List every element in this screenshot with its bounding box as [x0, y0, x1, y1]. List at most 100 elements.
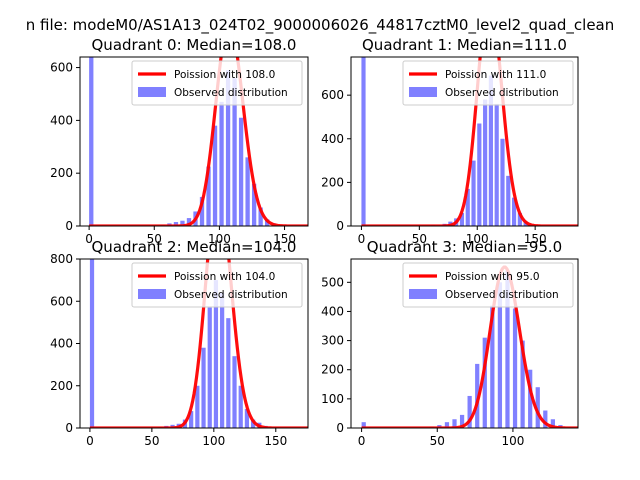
y-tick-label: 600 [50, 294, 73, 308]
x-tick-label: 100 [202, 434, 225, 448]
y-tick-label: 200 [50, 166, 73, 180]
legend-label-poisson: Poission with 95.0 [445, 271, 540, 283]
legend-label-poisson: Poission with 104.0 [174, 271, 275, 283]
x-tick-label: 0 [358, 434, 366, 448]
histogram-bar [497, 282, 503, 428]
y-tick-label: 100 [321, 392, 344, 406]
x-tick-label: 150 [264, 434, 287, 448]
histogram-bar [488, 75, 493, 226]
axes-frame [79, 56, 309, 227]
y-tick-label: 300 [321, 334, 344, 348]
legend-box [131, 60, 303, 106]
y-tick-label: 400 [321, 132, 344, 146]
subplot-title: Quadrant 2: Median=104.0 [92, 238, 297, 256]
histogram-bar [550, 419, 555, 428]
histogram-bar [477, 123, 482, 226]
histogram-bar [511, 197, 517, 226]
histogram-bar [180, 220, 185, 226]
histogram-bar [361, 422, 366, 428]
legend-label-observed: Observed distribution [445, 87, 559, 99]
y-tick-label: 200 [50, 379, 73, 393]
y-tick-label: 800 [50, 252, 73, 266]
legend-hist-swatch [138, 289, 166, 299]
histogram-bar [238, 385, 243, 428]
histogram-bar [452, 419, 457, 428]
histogram-bar [238, 117, 244, 226]
legend-hist-swatch [409, 289, 437, 299]
legend-label-observed: Observed distribution [445, 289, 559, 301]
legend-label-observed: Observed distribution [174, 87, 288, 99]
x-tick-label: 0 [358, 232, 366, 246]
histogram-bar [459, 212, 465, 226]
histogram-bar [505, 270, 510, 428]
x-tick-label: 100 [208, 232, 231, 246]
subplot-3: 0 50 100 0 100 200 300 400 500 Quadrant 3: Median… [321, 238, 579, 448]
x-tick-label: 0 [85, 232, 93, 246]
subplots-grid: 0 50 100 150 0 200 400 600 Quadrant 0: Median=10… [50, 36, 579, 448]
histogram-bar [173, 222, 179, 226]
y-tick-label: 400 [50, 337, 73, 351]
histogram-bar [186, 218, 192, 226]
histogram-bar [465, 188, 470, 226]
histogram-bar [232, 78, 237, 226]
legend-label-observed: Observed distribution [174, 289, 288, 301]
legend-label-poisson: Poission with 108.0 [174, 69, 275, 81]
poisson-curve [361, 265, 578, 428]
y-tick-label: 200 [321, 363, 344, 377]
legend-hist-swatch [409, 87, 437, 97]
histogram-bar [195, 385, 200, 428]
histogram-bar [467, 395, 472, 428]
histogram-bar [89, 259, 95, 428]
histogram-bar [506, 175, 511, 226]
histogram-bar [517, 212, 522, 226]
subplot-0: 0 50 100 150 0 200 400 600 Quadrant 0: Median=10… [50, 36, 309, 246]
histogram-bar [251, 419, 256, 428]
histogram-bar [475, 363, 480, 428]
y-tick-label: 400 [321, 304, 344, 318]
y-tick-label: 0 [336, 421, 344, 435]
plot-area [361, 265, 578, 428]
subplot-title: Quadrant 1: Median=111.0 [362, 36, 567, 54]
poisson-curve [88, 57, 308, 226]
histogram-bar [535, 387, 540, 428]
histogram-bar [212, 125, 218, 226]
figure-suptitle: n file: modeM0/AS1A13_024T02_9000006026_… [26, 16, 615, 35]
legend-label-poisson: Poission with 111.0 [445, 69, 546, 81]
x-tick-label: 50 [430, 434, 445, 448]
y-tick-label: 200 [321, 175, 344, 189]
y-tick-label: 400 [50, 113, 73, 127]
histogram-bar [232, 356, 237, 428]
histogram-bar [189, 411, 194, 428]
histogram-bar [528, 369, 533, 428]
histogram-bar [520, 340, 525, 428]
x-tick-label: 100 [466, 232, 489, 246]
histogram-bar [251, 183, 257, 226]
histogram-bar [483, 99, 488, 226]
histogram-bar [543, 410, 548, 428]
histogram-bar [245, 157, 250, 226]
histogram-bar [244, 408, 250, 428]
histogram-bar [220, 292, 225, 428]
x-tick-label: 50 [144, 434, 159, 448]
y-tick-label: 0 [336, 219, 344, 233]
histogram-bar [225, 70, 231, 226]
legend: Poission with 95.0 Observed distribution [402, 262, 574, 308]
legend-hist-swatch [138, 87, 166, 97]
histogram-bar [213, 280, 219, 428]
histogram-bar [201, 347, 206, 428]
legend: Poission with 108.0 Observed distribution [131, 60, 303, 106]
y-tick-label: 0 [65, 219, 73, 233]
histogram-bar [444, 422, 450, 428]
histogram-bar [471, 160, 476, 226]
legend-box [131, 262, 303, 308]
histogram-bar [361, 57, 366, 226]
histogram-bar [226, 318, 231, 428]
y-tick-label: 0 [65, 421, 73, 435]
y-tick-label: 600 [321, 88, 344, 102]
histogram-bar [494, 103, 499, 226]
plot-area [88, 57, 308, 226]
histogram-bar [219, 101, 224, 226]
histogram-bar [482, 337, 487, 428]
x-tick-label: 50 [412, 232, 427, 246]
